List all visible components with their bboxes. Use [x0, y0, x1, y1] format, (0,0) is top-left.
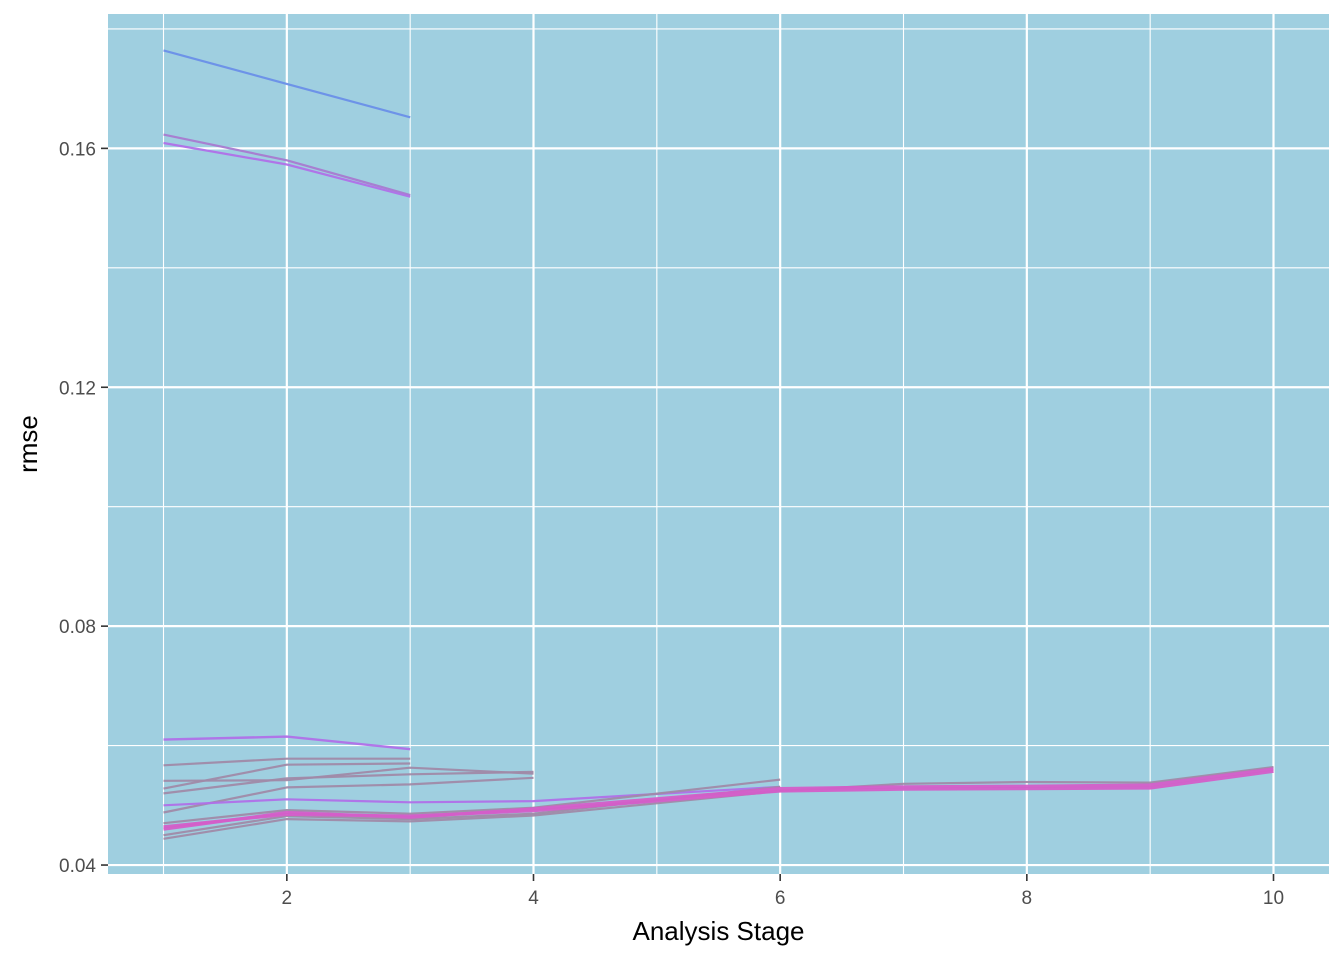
series-line-2: [163, 133, 411, 197]
series-line-4: [163, 735, 411, 751]
y-tick-label: 0.12: [59, 378, 96, 399]
y-tick-label: 0.08: [59, 617, 96, 638]
x-tick-label: 10: [1263, 888, 1284, 909]
plot-panel: [108, 14, 1329, 874]
minor-grid: [108, 14, 1329, 874]
y-axis: 0.04 0.08 0.12 0.16: [59, 139, 108, 877]
x-axis-title: Analysis Stage: [633, 916, 805, 946]
series-line-9: [163, 776, 534, 814]
series-line-7: [163, 762, 411, 790]
series-line-10: [163, 785, 781, 807]
series-line-8: [163, 770, 534, 795]
series-line-6: [163, 766, 534, 782]
series-line-11: [163, 778, 781, 825]
y-tick-label: 0.04: [59, 856, 96, 877]
x-tick-label: 8: [1022, 888, 1033, 909]
series-line-1: [163, 49, 411, 119]
series-line-3: [163, 141, 411, 198]
series-line-15: [163, 767, 1274, 831]
y-tick-label: 0.16: [59, 139, 96, 160]
series-layer: [163, 49, 1274, 840]
x-axis: 2 4 6 8 10: [282, 874, 1284, 909]
x-tick-label: 4: [528, 888, 539, 909]
series-line-5: [163, 757, 411, 767]
x-tick-label: 2: [282, 888, 293, 909]
x-tick-label: 6: [775, 888, 786, 909]
major-grid: [108, 14, 1329, 874]
y-axis-title: rmse: [13, 415, 43, 473]
